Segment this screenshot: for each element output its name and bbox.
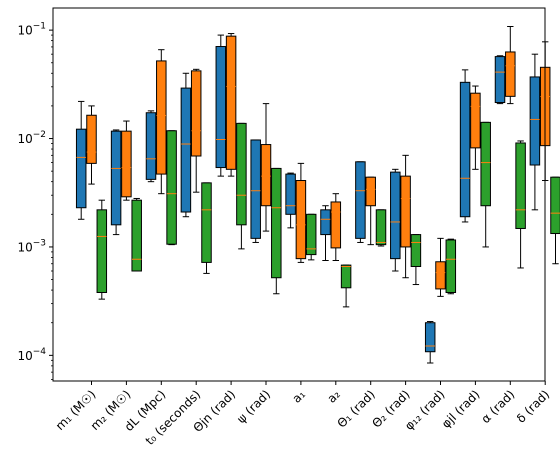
box-body: [445, 239, 457, 294]
box-body: [365, 176, 376, 207]
box-4-series-2: [190, 68, 202, 193]
box-5-series-1: [215, 34, 227, 177]
box-12-series-2: [470, 85, 481, 170]
box-2-series-2: [121, 120, 132, 201]
box-body: [330, 201, 342, 249]
box-body: [435, 261, 446, 290]
box-body: [250, 139, 261, 239]
box-5-series-2: [225, 33, 237, 177]
box-3-series-2: [156, 49, 167, 195]
box-13-series-2: [505, 26, 516, 105]
box-2-series-3: [131, 197, 142, 272]
box-6-series-2: [260, 103, 272, 232]
box-body: [96, 209, 108, 294]
box-body: [236, 122, 247, 226]
axes-frame: [52, 7, 546, 382]
box-4-series-3: [201, 182, 212, 274]
box-body: [515, 142, 526, 229]
box-11-series-2: [435, 237, 446, 297]
box-7-series-1: [285, 172, 296, 229]
box-13-series-1: [494, 55, 506, 105]
box-13-series-3: [515, 140, 526, 269]
box-8-series-1: [320, 205, 331, 261]
box-body: [121, 130, 132, 198]
y-axis: 10−1 10−2 10−3 10−4: [17, 22, 53, 380]
box-10-series-2: [400, 154, 411, 279]
box-body: [480, 121, 491, 207]
plot-area: [75, 26, 560, 364]
box-9-series-2: [365, 176, 376, 246]
box-body: [285, 173, 296, 215]
box-5-series-3: [236, 122, 247, 250]
y-tick-label: 10−1: [17, 22, 46, 38]
box-body: [375, 209, 387, 246]
box-body: [390, 171, 401, 260]
box-body: [145, 112, 157, 180]
box-10-series-1: [390, 168, 401, 272]
box-8-series-3: [340, 264, 352, 308]
box-1-series-3: [96, 199, 108, 300]
box-body: [494, 56, 506, 103]
y-tick-label: 10−4: [17, 347, 46, 363]
box-body: [131, 199, 142, 272]
box-body: [320, 209, 331, 236]
box-body: [305, 213, 317, 256]
box-body: [550, 176, 560, 235]
box-7-series-2: [295, 162, 307, 263]
box-11-series-3: [445, 238, 457, 295]
box-body: [215, 46, 227, 169]
box-12-series-3: [480, 121, 491, 248]
box-body: [400, 175, 411, 248]
box-body: [340, 264, 352, 289]
box-body: [180, 87, 192, 213]
box-6-series-3: [271, 167, 282, 295]
box-7-series-3: [305, 213, 317, 261]
box-body: [271, 167, 282, 279]
box-10-series-3: [410, 234, 422, 286]
box-3-series-3: [166, 130, 177, 246]
box-1-series-2: [86, 105, 97, 185]
box-body: [459, 81, 471, 218]
box-1-series-1: [75, 100, 87, 220]
y-tick-label: 10−3: [17, 238, 46, 254]
box-body: [166, 130, 177, 245]
box-body: [355, 161, 366, 239]
box-body: [505, 51, 516, 97]
box-9-series-3: [375, 209, 387, 247]
box-14-series-3: [550, 176, 560, 265]
box-14-series-1: [529, 53, 541, 211]
box-4-series-1: [180, 72, 192, 218]
box-6-series-1: [250, 139, 261, 243]
y-tick-label: 10−2: [17, 130, 46, 146]
box-9-series-1: [355, 161, 366, 243]
box-12-series-1: [459, 69, 471, 223]
box-8-series-2: [330, 193, 342, 261]
box-3-series-1: [145, 110, 157, 183]
box-body: [295, 180, 307, 260]
box-body: [201, 182, 212, 263]
box-body: [410, 234, 422, 268]
box-body: [75, 128, 87, 209]
box-body: [529, 76, 541, 166]
box-body: [225, 35, 237, 170]
box-body: [110, 130, 122, 226]
box-2-series-1: [110, 129, 122, 236]
box-body: [156, 60, 167, 175]
box-body: [260, 144, 272, 207]
box-body: [190, 70, 202, 157]
box-body: [424, 322, 436, 353]
box-11-series-1: [424, 321, 436, 364]
box-body: [86, 114, 97, 164]
box-body: [470, 92, 481, 149]
